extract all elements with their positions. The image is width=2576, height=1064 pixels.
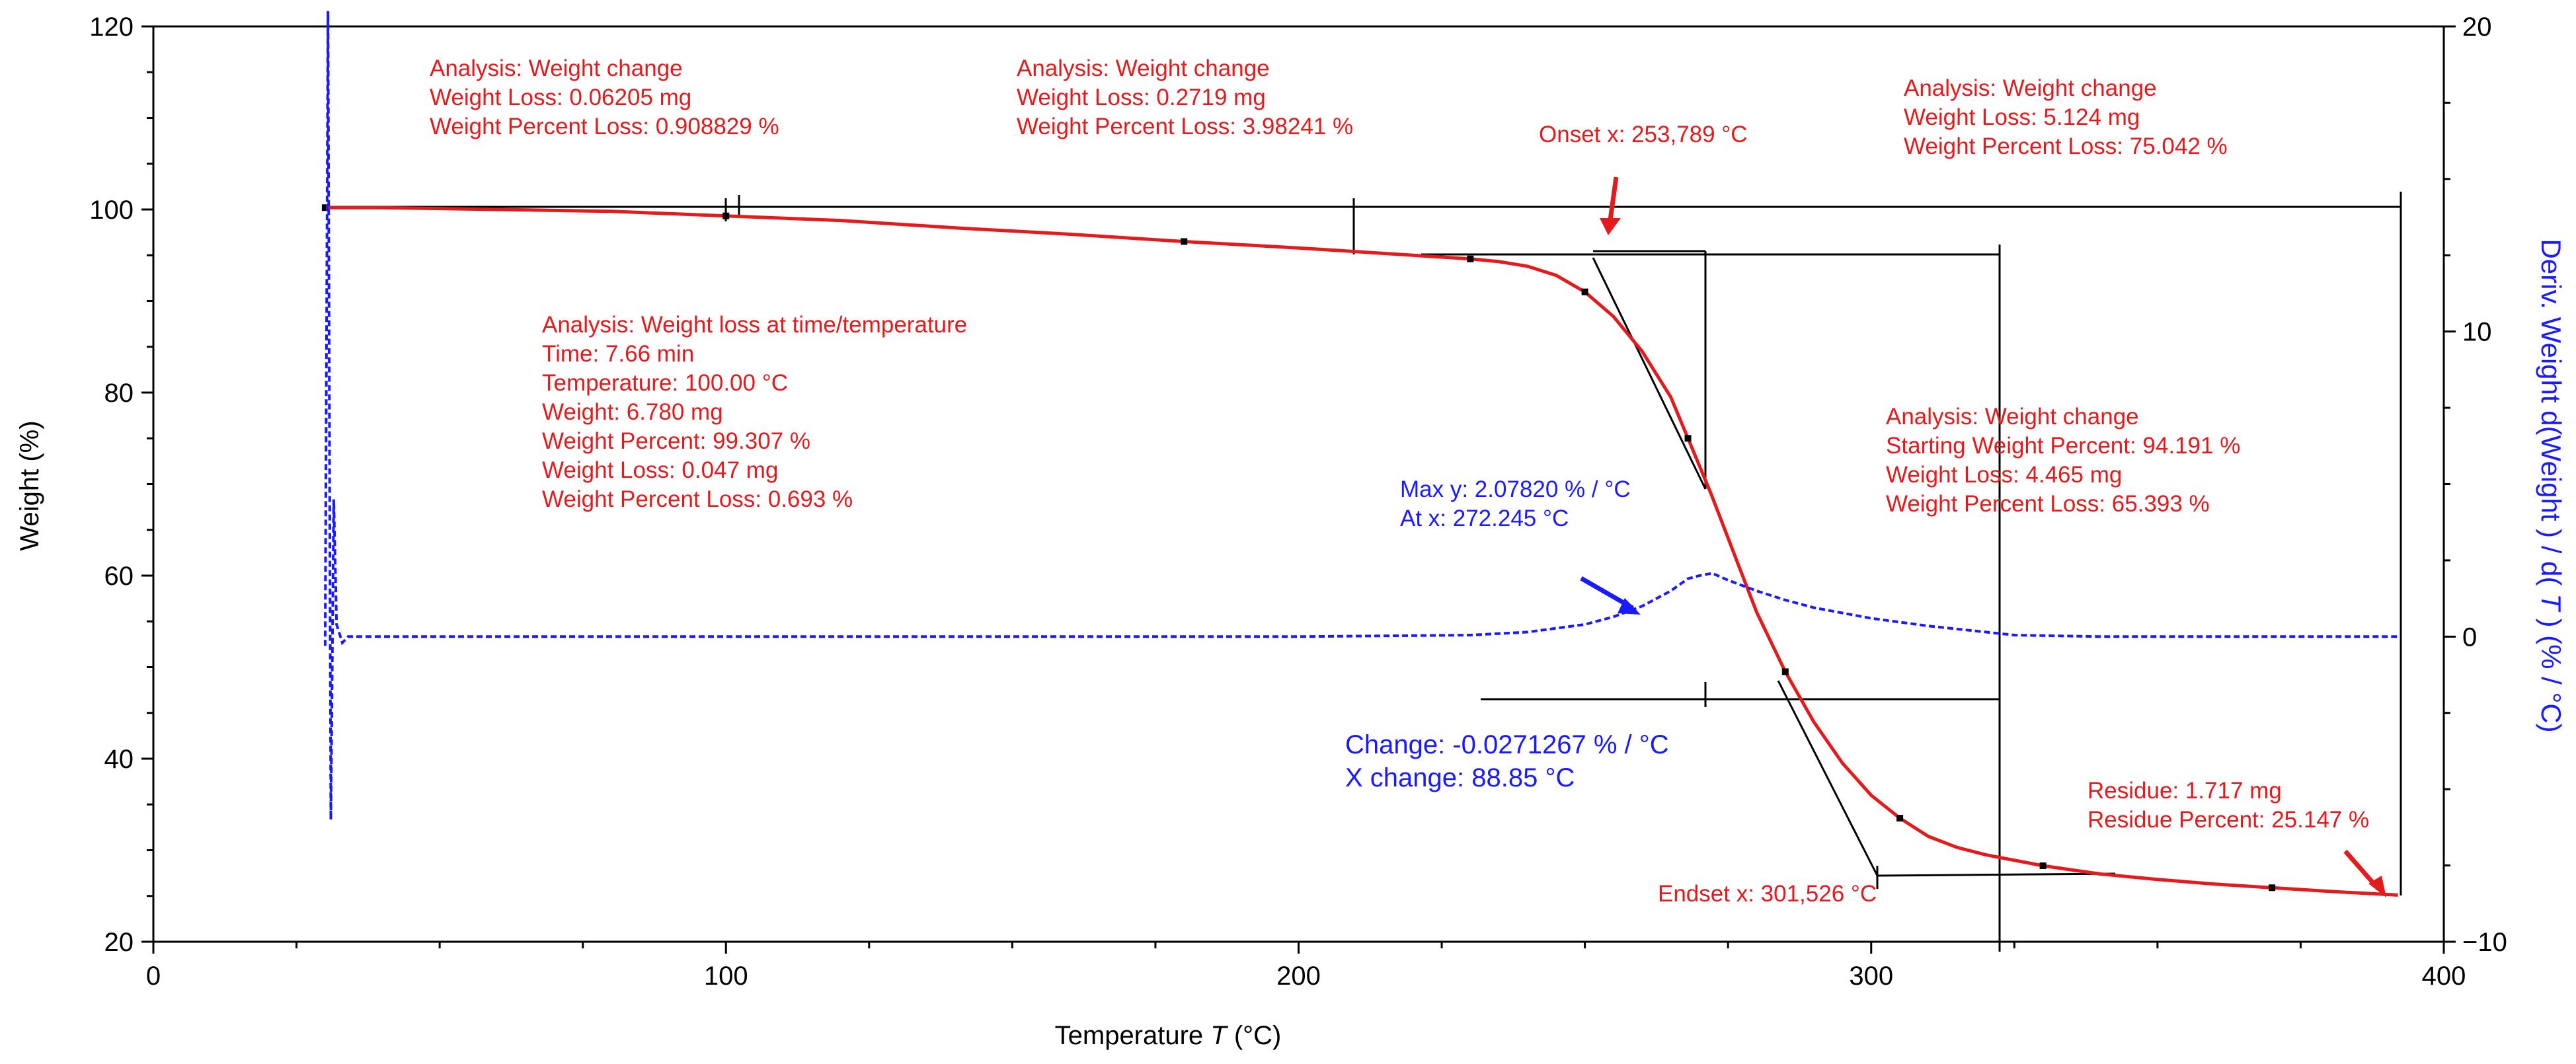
annotation-line: Endset x: 301,526 °C — [1658, 881, 1877, 907]
y-tick-label: 120 — [89, 13, 134, 42]
annotation-line: At x: 272.245 °C — [1400, 506, 1569, 531]
y2-tick-label: 10 — [2462, 318, 2492, 347]
annotation-residue: Residue: 1.717 mg Residue Percent: 25.14… — [2088, 778, 2369, 833]
annotation-weight-change-1: Analysis: Weight change Weight Loss: 0.0… — [430, 56, 779, 139]
annotation-max-y: Max y: 2.07820 % / °C At x: 272.245 °C — [1400, 476, 1637, 531]
y-tick-label: 80 — [104, 379, 134, 408]
x-tick-label: 400 — [2422, 962, 2466, 991]
weight-data-point — [722, 212, 730, 219]
annotation-weight-loss-at-time: Analysis: Weight loss at time/temperatur… — [542, 312, 974, 512]
annotation-weight-change-2: Analysis: Weight change Weight Loss: 0.2… — [1017, 56, 1353, 139]
y-tick-label: 20 — [104, 928, 134, 957]
weight-data-point — [1581, 288, 1588, 295]
annotation-line: X change: 88.85 °C — [1345, 763, 1575, 792]
weight-data-point — [2269, 884, 2276, 892]
y-tick-label: 40 — [104, 745, 134, 774]
y-tick-label: 60 — [104, 562, 134, 591]
residue-arrowhead — [2368, 876, 2386, 897]
annotation-line: Analysis: Weight loss at time/temperatur… — [542, 312, 967, 338]
weight-data-point — [2039, 862, 2047, 870]
x-tick-label: 0 — [146, 962, 161, 991]
onset-arrow — [1607, 176, 1619, 225]
weight-data-point — [1781, 668, 1789, 675]
annotation-arrows — [1580, 176, 2386, 897]
annotation-line: Max y: 2.07820 % / °C — [1400, 476, 1631, 502]
y-axis-title: Weight (%) — [15, 420, 44, 551]
annotation-weight-change-4: Analysis: Weight change Starting Weight … — [1886, 404, 2247, 517]
series-layer — [321, 11, 2398, 897]
axes-layer: 0 100 200 300 400 20 40 60 80 100 120 −10 0 10 20 — [89, 13, 2507, 991]
annotation-line: Weight Percent Loss: 3.98241 % — [1017, 114, 1353, 139]
weight-data-point — [1896, 815, 1904, 822]
y2-tick-label: 0 — [2462, 623, 2477, 652]
annotation-weight-change-3: Analysis: Weight change Weight Loss: 5.1… — [1904, 75, 2228, 159]
x-tick-label: 100 — [704, 962, 748, 991]
y2-tick-label: −10 — [2462, 928, 2507, 957]
annotation-line: Starting Weight Percent: 94.191 % — [1886, 433, 2240, 459]
weight-data-point — [321, 204, 329, 211]
onset-tangent — [1592, 257, 1707, 490]
endset-tangent — [1777, 680, 1879, 876]
annotation-line: Weight: 6.780 mg — [542, 399, 723, 425]
annotation-line: Weight Loss: 5.124 mg — [1904, 104, 2140, 130]
weight-data-point — [1467, 255, 1474, 262]
annotation-endset: Endset x: 301,526 °C — [1658, 881, 1877, 907]
x-tick-label: 200 — [1276, 962, 1321, 991]
annotation-line: Weight Percent: 99.307 % — [542, 428, 810, 454]
x-tick-label: 300 — [1849, 962, 1893, 991]
annotation-line: Time: 7.66 min — [542, 341, 694, 367]
annotation-change: Change: -0.0271267 % / °C X change: 88.8… — [1345, 730, 1676, 792]
annotation-line: Residue: 1.717 mg — [2088, 778, 2282, 804]
annotation-line: Onset x: 253,789 °C — [1539, 122, 1748, 147]
annotation-line: Weight Percent Loss: 0.693 % — [542, 486, 853, 512]
annotation-line: Analysis: Weight change — [1904, 75, 2157, 101]
weight-data-point — [1181, 238, 1188, 245]
annotation-line: Analysis: Weight change — [1017, 56, 1270, 81]
annotation-line: Weight Percent Loss: 65.393 % — [1886, 491, 2210, 517]
y2-tick-label: 20 — [2462, 13, 2492, 42]
maxy-arrowhead — [1618, 598, 1641, 615]
annotation-line: Weight Loss: 0.06205 mg — [430, 85, 691, 110]
endset-baseline — [1877, 872, 2116, 877]
y2-axis-title: Deriv. Weight d(Weight ) / d( T ) (% / °… — [2536, 239, 2567, 732]
weight-data-point — [1684, 435, 1692, 442]
annotation-line: Analysis: Weight change — [430, 56, 683, 81]
annotation-line: Weight Loss: 0.2719 mg — [1017, 85, 1266, 110]
annotation-line: Change: -0.0271267 % / °C — [1345, 730, 1669, 759]
deriv-series-line — [323, 11, 2398, 820]
x-axis-title: Temperature T (°C) — [1055, 1021, 1282, 1050]
analysis-construction-lines — [325, 192, 2402, 952]
annotation-line: Residue Percent: 25.147 % — [2088, 807, 2369, 833]
annotation-line: Weight Percent Loss: 75.042 % — [1904, 133, 2228, 159]
annotation-line: Weight Loss: 4.465 mg — [1886, 462, 2122, 488]
onset-arrowhead — [1600, 218, 1621, 235]
y-tick-label: 100 — [89, 196, 134, 225]
annotation-line: Weight Percent Loss: 0.908829 % — [430, 114, 779, 139]
annotation-line: Analysis: Weight change — [1886, 404, 2139, 430]
annotation-onset: Onset x: 253,789 °C — [1539, 122, 1748, 147]
annotation-line: Temperature: 100.00 °C — [542, 370, 788, 396]
annotation-line: Weight Loss: 0.047 mg — [542, 457, 778, 483]
weight-series-line — [325, 206, 2398, 897]
